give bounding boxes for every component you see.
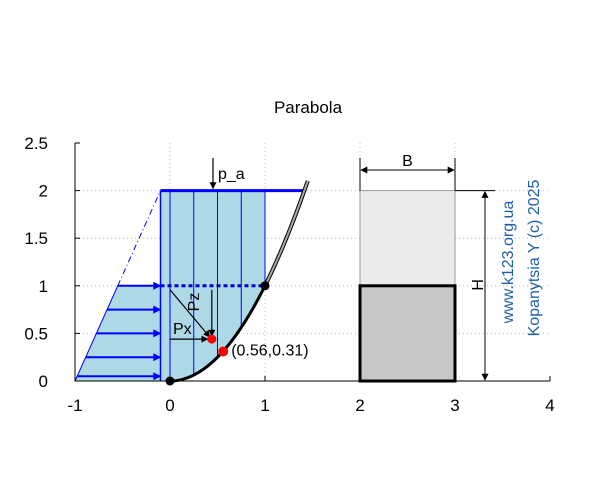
parabola-lower	[169, 285, 267, 383]
x-tick-label: 3	[450, 396, 459, 415]
axes: -1 0 1 2 3 4 0 0.5 1 1.5 2 2.5	[24, 134, 554, 415]
px-label: Px	[173, 321, 192, 338]
x-tick-label: 0	[165, 396, 174, 415]
y-tick-label: 2.5	[24, 134, 48, 153]
parabola-curve	[165, 180, 310, 386]
y-tick-label: 0.5	[24, 324, 48, 343]
y-tick-label: 1.5	[24, 229, 48, 248]
force-point	[207, 334, 217, 344]
x-tick-label: 1	[260, 396, 269, 415]
water-level-point	[260, 281, 270, 291]
pz-label: Pz	[186, 293, 203, 312]
watermark-site: www.k123.org.ua	[500, 201, 517, 325]
section-lower	[358, 284, 457, 383]
y-tick-label: 1	[39, 277, 48, 296]
annotations: p_a Pz Px (0.56,0.31)	[169, 158, 309, 359]
pressure-dashdot-line	[117, 190, 161, 287]
parabola-upper	[264, 180, 309, 287]
x-tick-label: 2	[355, 396, 364, 415]
y-tick-label: 0	[39, 372, 48, 391]
pa-label: p_a	[218, 166, 245, 183]
point-label: (0.56,0.31)	[231, 342, 308, 359]
y-tick-label: 2	[39, 182, 48, 201]
watermark-author: Kopanytsia Y (c) 2025	[526, 179, 543, 336]
pressure-load-area	[74, 189, 303, 382]
chart-title: Parabola	[274, 98, 343, 117]
cross-section: BH	[358, 153, 495, 383]
dim-h-label: H	[470, 279, 487, 291]
resultant-arrow	[169, 289, 211, 338]
x-tick-label: 4	[545, 396, 554, 415]
watermark: www.k123.org.ua Kopanytsia Y (c) 2025	[500, 179, 543, 336]
section-upper	[359, 190, 456, 287]
x-tick-label: -1	[67, 396, 82, 415]
dim-b-label: B	[402, 153, 413, 170]
highlight-point	[218, 346, 229, 357]
